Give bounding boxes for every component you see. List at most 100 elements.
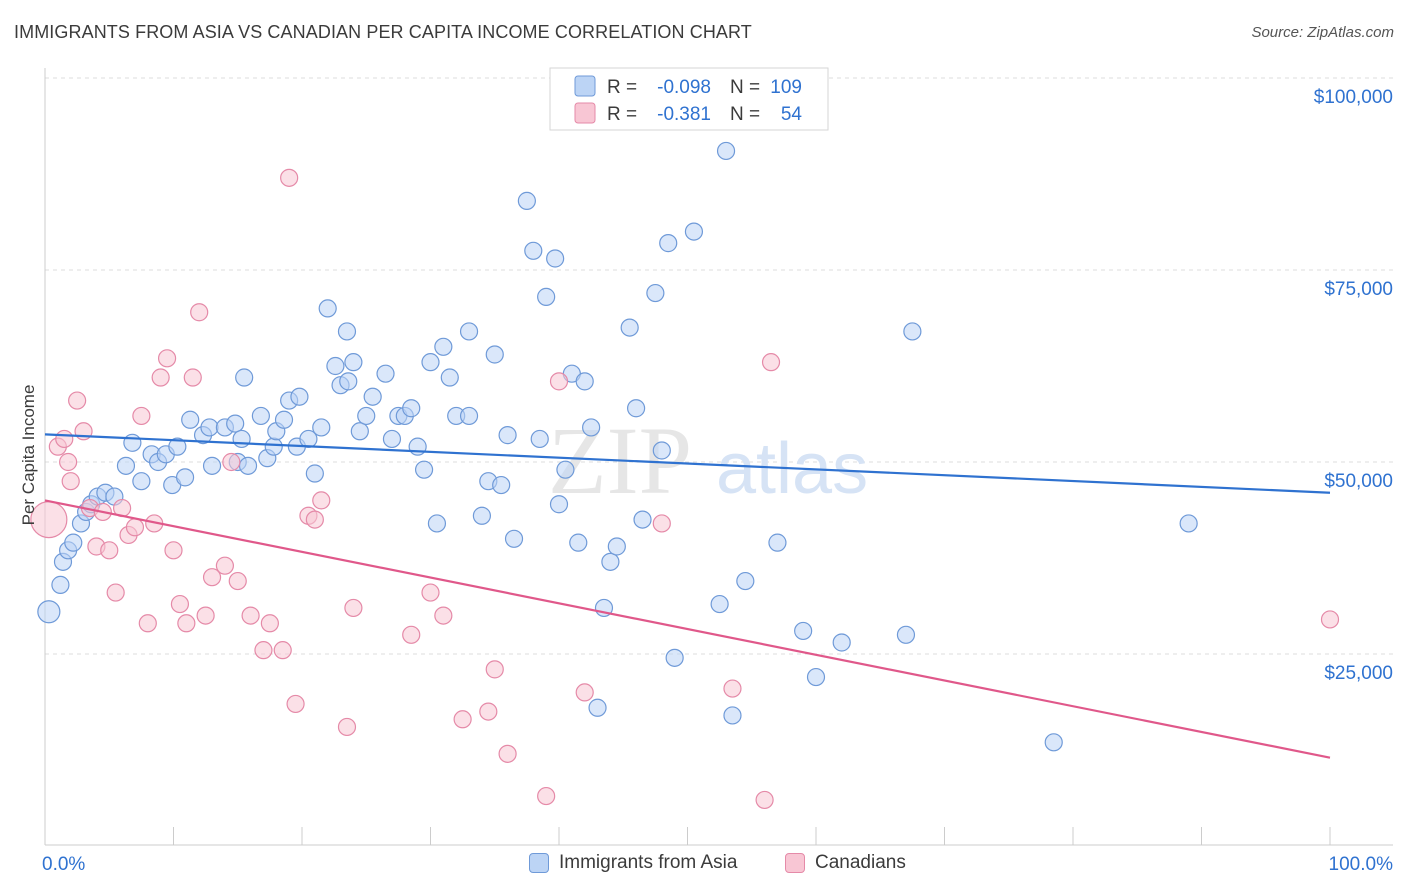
canadians-point	[549, 372, 569, 391]
canadians-point	[761, 353, 781, 372]
asia-point	[232, 429, 251, 449]
asia-point	[794, 621, 813, 641]
canadians-point	[157, 349, 177, 368]
asia-point	[226, 414, 245, 433]
x-tick-label: 100.0%	[1329, 854, 1394, 875]
asia-point	[299, 429, 318, 449]
asia-point	[363, 387, 382, 406]
canadians-point	[59, 452, 78, 472]
stats-n-value: 109	[770, 77, 802, 98]
asia-point	[524, 241, 543, 260]
canadians-point	[55, 429, 74, 449]
asia-point	[376, 364, 395, 383]
asia-point	[665, 648, 684, 667]
asia-point	[274, 410, 294, 429]
canadians-point	[177, 614, 196, 633]
asia-point	[427, 514, 447, 533]
asia-point	[305, 464, 324, 483]
asia-point	[903, 322, 922, 341]
asia-point	[569, 533, 588, 552]
asia-point	[251, 406, 270, 426]
asia-point	[440, 368, 459, 387]
canadians-point	[498, 744, 517, 763]
canadians-point	[241, 606, 260, 625]
canadians-trend-line	[44, 499, 1331, 759]
canadians-point	[61, 472, 80, 491]
asia-point	[633, 510, 652, 529]
canadians-point	[202, 568, 222, 587]
stats-n-value: 54	[781, 104, 803, 125]
asia-point	[132, 472, 151, 491]
asia-point	[357, 406, 376, 426]
canadians-point	[1320, 610, 1340, 629]
trend-lines	[44, 433, 1331, 759]
tick-labels: $25,000 $50,000 $75,000 $100,000 0.0% 100.0%	[42, 87, 1393, 875]
canadians-point	[344, 598, 363, 618]
asia-point	[318, 299, 337, 318]
canadians-point	[723, 679, 742, 698]
grid-lines	[45, 77, 1393, 655]
canadians-point	[453, 710, 472, 729]
asia-point	[485, 345, 504, 364]
stats-swatch-pink	[574, 102, 596, 124]
canadians-point	[421, 583, 440, 602]
canadians-point	[68, 391, 87, 410]
asia-point	[684, 222, 704, 241]
canadians-point	[215, 556, 234, 575]
canadians-point	[151, 368, 170, 387]
asia-point	[716, 141, 736, 161]
asia-point	[339, 372, 358, 391]
asia-point	[402, 399, 421, 418]
canadians-point	[402, 625, 421, 644]
stats-r-value: -0.381	[657, 104, 711, 125]
stats-n-label: N =	[730, 104, 760, 125]
asia-point	[64, 533, 83, 552]
asia-point	[556, 460, 575, 479]
asia-point	[116, 456, 136, 475]
stats-legend: R = -0.098 N = 109 R = -0.381 N = 54	[549, 67, 829, 131]
canadians-point	[479, 702, 498, 721]
legend-item-canadians[interactable]: Canadians	[785, 852, 906, 874]
asia-point	[123, 433, 142, 452]
asia-point	[723, 706, 742, 725]
stats-r-value: -0.098	[657, 77, 711, 98]
canadians-point	[170, 594, 190, 614]
y-tick-label: $25,000	[1324, 663, 1393, 684]
canadians-point	[183, 368, 202, 387]
data-points	[30, 141, 1340, 810]
asia-point	[575, 372, 594, 391]
canadians-point	[132, 406, 151, 426]
legend-item-immigrants-from-asia[interactable]: Immigrants from Asia	[529, 852, 737, 874]
asia-point	[337, 322, 357, 341]
legend-swatch-blue	[529, 853, 549, 873]
y-tick-label: $50,000	[1324, 471, 1393, 492]
asia-point	[896, 625, 916, 644]
asia-point	[652, 441, 671, 460]
asia-point	[414, 460, 434, 479]
asia-point	[806, 667, 826, 687]
asia-point	[768, 533, 787, 552]
asia-point	[1044, 733, 1063, 752]
y-tick-label: $100,000	[1314, 87, 1393, 108]
asia-point	[504, 529, 524, 548]
asia-point	[710, 594, 729, 614]
asia-point	[736, 571, 755, 591]
legend-label: Canadians	[815, 852, 906, 873]
asia-point	[646, 283, 665, 303]
canadians-point	[100, 541, 119, 560]
asia-point	[350, 422, 369, 441]
asia-point	[607, 537, 626, 556]
axes	[44, 68, 1393, 846]
asia-point	[601, 552, 620, 571]
asia-point	[588, 698, 607, 717]
asia-point	[235, 368, 254, 387]
canadians-point	[190, 303, 209, 322]
canadians-point	[286, 694, 305, 714]
asia-point	[202, 456, 222, 475]
asia-point	[459, 406, 479, 426]
asia-point	[168, 437, 187, 456]
canadians-point	[652, 514, 671, 533]
legend-label: Immigrants from Asia	[559, 852, 738, 873]
asia-point	[459, 322, 479, 341]
